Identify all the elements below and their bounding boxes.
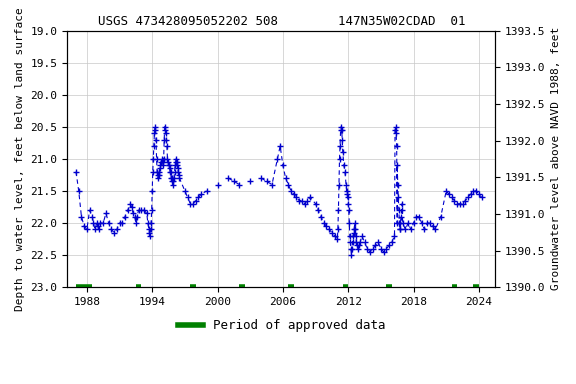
Legend: Period of approved data: Period of approved data: [172, 314, 390, 338]
Y-axis label: Groundwater level above NAVD 1988, feet: Groundwater level above NAVD 1988, feet: [551, 27, 561, 290]
Y-axis label: Depth to water level, feet below land surface: Depth to water level, feet below land su…: [15, 7, 25, 311]
Title: USGS 473428095052202 508        147N35W02CDAD  01: USGS 473428095052202 508 147N35W02CDAD 0…: [97, 15, 465, 28]
